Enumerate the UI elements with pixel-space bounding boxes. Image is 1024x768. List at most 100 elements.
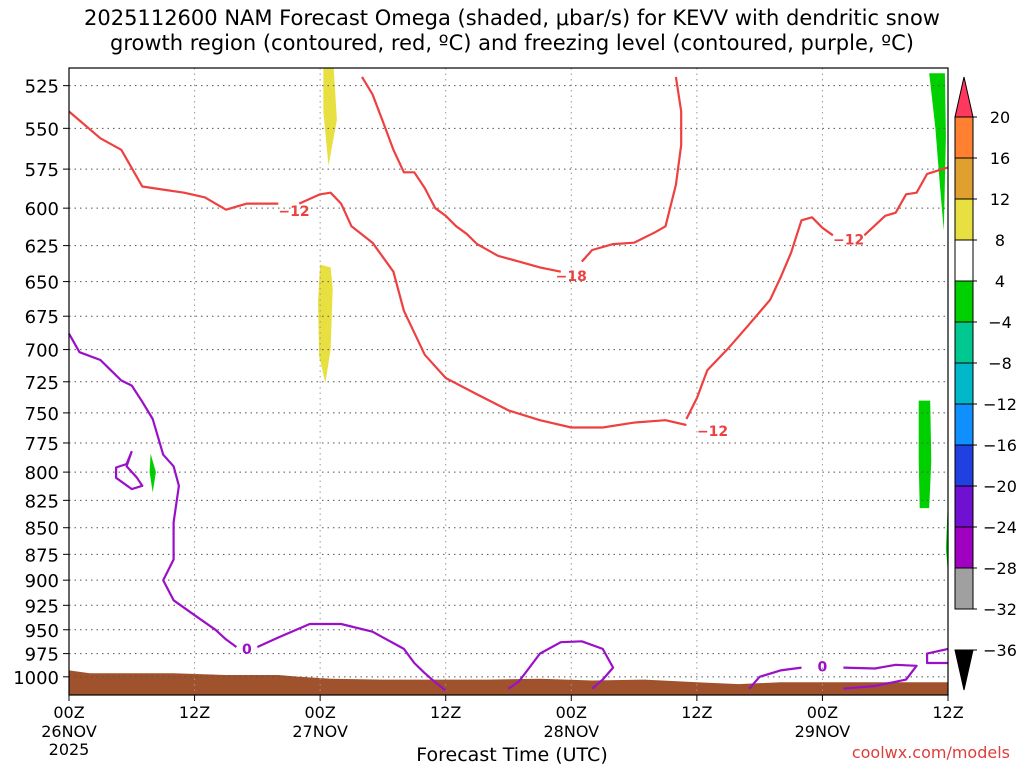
dgz-contour-label: −12	[278, 204, 309, 220]
y-tick-label: 775	[25, 434, 59, 455]
x-tick-label: 12Z	[179, 703, 210, 722]
colorbar-swatch	[954, 239, 974, 282]
x-tick-label: 00Z	[807, 703, 838, 722]
y-tick-label: 525	[25, 77, 59, 98]
colorbar-label: −36	[983, 641, 1017, 660]
y-tick-label: 975	[25, 645, 59, 666]
omega-region	[323, 68, 337, 166]
colorbar-swatch	[954, 280, 974, 323]
freezing-contour-label: 0	[818, 660, 828, 676]
y-tick-label: 875	[25, 545, 59, 566]
dgz-contour-label: −12	[833, 233, 864, 249]
colorbar-label: 20	[990, 108, 1010, 127]
colorbar-label: −24	[983, 518, 1017, 537]
dgz-contour-line	[68, 110, 279, 211]
plot-border	[68, 67, 949, 696]
y-tick-label: 575	[25, 160, 59, 181]
x-tick-date: 28NOV	[543, 722, 599, 741]
y-tick-label: 600	[25, 199, 59, 220]
colorbar-label: −16	[983, 436, 1017, 455]
colorbar-swatch	[954, 362, 974, 405]
freezing-contour-line	[115, 450, 144, 491]
colorbar-top-arrow	[954, 76, 974, 118]
freezing-contour-line	[843, 663, 918, 690]
plot-area	[69, 68, 948, 695]
omega-region	[318, 264, 333, 383]
dgz-contour-label: −18	[556, 269, 587, 285]
y-tick-label: 750	[25, 404, 59, 425]
freezing-contour-line	[748, 666, 802, 690]
colorbar: 20 16 12 8 4 −4 −8 −12 −16 −20 −24 −28 −32 −36	[954, 76, 1017, 691]
colorbar-label: −20	[983, 477, 1017, 496]
colorbar-swatch	[954, 321, 974, 364]
credit-link[interactable]: coolwx.com/models	[851, 743, 1010, 762]
freezing-contours: 00	[68, 333, 949, 692]
dgz-contour-line	[863, 166, 949, 237]
dgz-contour-line	[298, 191, 687, 429]
freezing-contour-label: 0	[242, 642, 252, 658]
x-tick-label: 12Z	[430, 703, 461, 722]
dgz-contour-line	[580, 76, 683, 263]
colorbar-swatch	[954, 403, 974, 446]
colorbar-label: 16	[990, 149, 1010, 168]
colorbar-label: 12	[990, 190, 1010, 209]
colorbar-swatch	[954, 198, 974, 241]
y-tick-label: 900	[25, 571, 59, 592]
colorbar-label: 4	[995, 272, 1005, 291]
freezing-contour-line	[256, 622, 447, 692]
colorbar-swatch	[954, 157, 974, 200]
x-tick-label: 12Z	[932, 703, 963, 722]
y-tick-label: 625	[25, 237, 59, 258]
dgz-contour-label: −12	[697, 424, 728, 440]
y-tick-label: 675	[25, 307, 59, 328]
dgz-contour-line	[685, 216, 834, 420]
x-tick-date: 26NOV	[41, 722, 97, 741]
dgz-contour-line	[361, 76, 562, 273]
freezing-contour-line	[507, 640, 615, 690]
dgz-contours: −12 −12 −18 −12	[68, 76, 949, 440]
y-tick-label: 925	[25, 596, 59, 617]
x-tick-label: 00Z	[304, 703, 335, 722]
omega-region	[149, 453, 156, 493]
y-tick-label: 825	[25, 491, 59, 512]
colorbar-label: −4	[988, 313, 1012, 332]
y-tick-label: 800	[25, 463, 59, 484]
colorbar-label: −28	[983, 559, 1017, 578]
y-tick-label: 1000	[13, 668, 59, 689]
omega-region	[929, 73, 946, 231]
y-tick-label: 950	[25, 621, 59, 642]
x-tick-year: 2025	[49, 740, 90, 759]
chart-title: 2025112600 NAM Forecast Omega (shaded, μ…	[84, 6, 940, 55]
terrain-area	[69, 670, 948, 695]
y-tick-label: 850	[25, 519, 59, 540]
y-tick-label: 650	[25, 273, 59, 294]
y-tick-label: 550	[25, 119, 59, 140]
colorbar-bottom-arrow	[954, 649, 974, 691]
y-tick-label: 700	[25, 341, 59, 362]
colorbar-label: −32	[983, 600, 1017, 619]
colorbar-swatch	[954, 485, 974, 528]
x-axis-title: Forecast Time (UTC)	[416, 744, 608, 766]
omega-shading	[149, 68, 948, 573]
colorbar-label: −8	[988, 354, 1012, 373]
omega-region	[918, 400, 932, 509]
x-tick-label: 12Z	[681, 703, 712, 722]
colorbar-label: 8	[995, 231, 1005, 250]
freezing-contour-line	[926, 647, 949, 665]
y-tick-label: 725	[25, 373, 59, 394]
freezing-contour-line	[68, 333, 238, 648]
colorbar-swatch	[954, 526, 974, 569]
x-tick-label: 00Z	[53, 703, 84, 722]
colorbar-swatch	[954, 116, 974, 159]
x-tick-date: 29NOV	[795, 722, 851, 741]
x-tick-label: 00Z	[556, 703, 587, 722]
terrain-fill	[69, 670, 948, 695]
x-tick-date: 27NOV	[292, 722, 348, 741]
colorbar-swatch	[954, 567, 974, 610]
grid-lines	[69, 68, 948, 695]
colorbar-swatch	[954, 444, 974, 487]
colorbar-label: −12	[983, 395, 1017, 414]
y-axis: 525 550 575 600 625 650 675 700 725 750 775 800 825 8…	[13, 77, 69, 689]
